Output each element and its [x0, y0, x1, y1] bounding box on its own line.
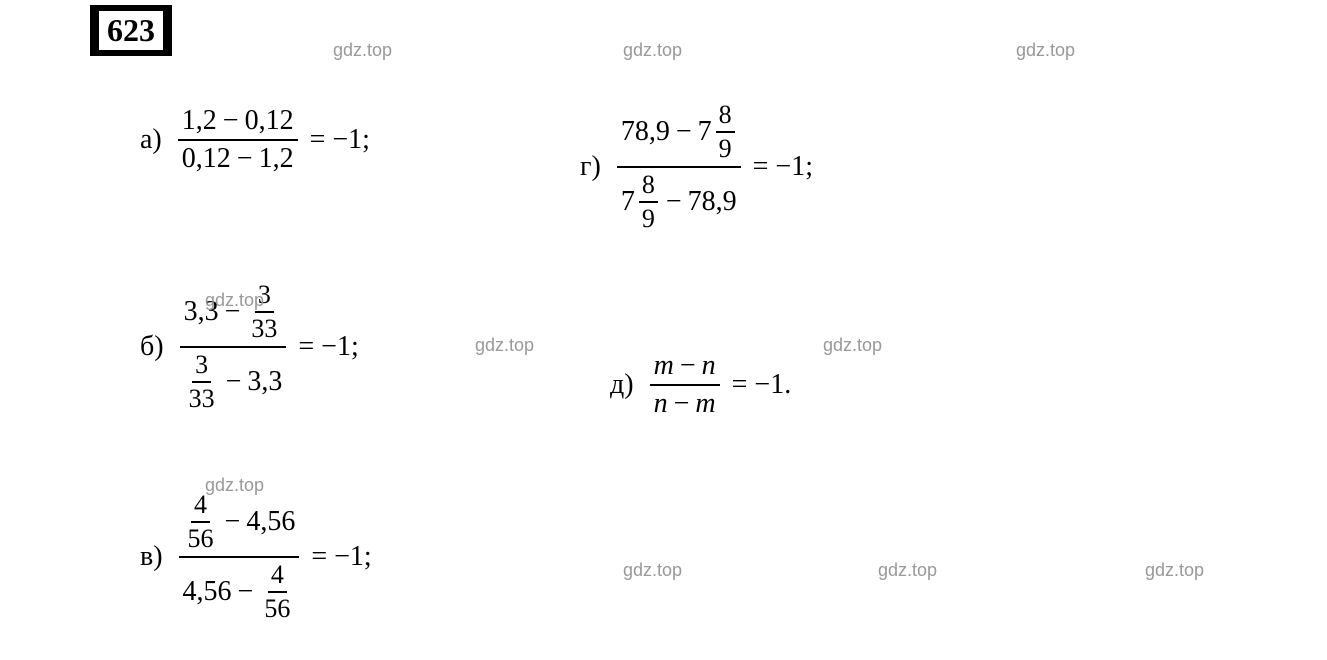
den-op-c: − — [238, 576, 254, 608]
result-a: = −1; — [310, 124, 370, 156]
numerator-g: 78,9 − 7 8 9 — [617, 100, 741, 168]
problem-number-box: 623 — [90, 5, 172, 56]
numerator-a: 1,2 − 0,12 — [178, 105, 298, 141]
den-left-a: 0,12 — [182, 143, 231, 175]
equation-g: г) 78,9 − 7 8 9 7 8 9 − 78,9 — [580, 100, 813, 234]
den-mixed-w-g: 7 — [621, 186, 635, 218]
watermark: gdz.top — [475, 335, 534, 356]
denominator-b: 3 33 − 3,3 — [180, 348, 287, 414]
equation-d: д) m − n n − m = −1. — [610, 350, 791, 420]
num-right-d: n — [702, 350, 716, 382]
watermark: gdz.top — [333, 40, 392, 61]
label-a: а) — [140, 124, 162, 156]
den-left-d: n — [654, 388, 668, 420]
den-frac-c: 4 56 — [261, 560, 293, 624]
num-left-a: 1,2 — [182, 105, 217, 137]
watermark: gdz.top — [878, 560, 937, 581]
watermark: gdz.top — [1016, 40, 1075, 61]
den-op-a: − — [237, 143, 253, 175]
den-mixed-d-g: 9 — [639, 203, 658, 234]
num-right-c: 4,56 — [246, 506, 295, 538]
numerator-d: m − n — [650, 350, 720, 386]
den-left-c: 4,56 — [183, 576, 232, 608]
num-left-d: m — [654, 350, 674, 382]
equation-c: в) 4 56 − 4,56 4,56 − 4 56 = −1; — [140, 490, 372, 624]
fraction-c: 4 56 − 4,56 4,56 − 4 56 — [179, 490, 300, 624]
den-right-g: 78,9 — [688, 186, 737, 218]
den-op-g: − — [666, 186, 682, 218]
den-mixed-g: 7 8 9 — [621, 170, 660, 234]
denominator-a: 0,12 − 1,2 — [178, 141, 298, 175]
label-g: г) — [580, 151, 601, 183]
denominator-c: 4,56 − 4 56 — [179, 558, 300, 624]
watermark: gdz.top — [205, 475, 264, 496]
num-mixed-g: 7 8 9 — [698, 100, 737, 164]
num-frac-d-c: 56 — [185, 523, 217, 554]
denominator-d: n − m — [650, 386, 720, 420]
den-frac-b: 3 33 — [186, 350, 218, 414]
num-mixed-d-g: 9 — [716, 133, 735, 164]
num-frac-c: 4 56 — [185, 490, 217, 554]
watermark: gdz.top — [623, 560, 682, 581]
num-op-a: − — [223, 105, 239, 137]
watermark: gdz.top — [1145, 560, 1204, 581]
fraction-a: 1,2 − 0,12 0,12 − 1,2 — [178, 105, 298, 175]
label-b: б) — [140, 331, 164, 363]
num-left-g: 78,9 — [621, 116, 670, 148]
den-frac-n-b: 3 — [192, 350, 211, 383]
result-g: = −1; — [753, 151, 813, 183]
num-mixed-w-g: 7 — [698, 116, 712, 148]
den-op-d: − — [674, 388, 690, 420]
num-mixed-n-g: 8 — [716, 100, 735, 133]
label-d: д) — [610, 369, 634, 401]
num-op-c: − — [225, 506, 241, 538]
numerator-c: 4 56 − 4,56 — [179, 490, 300, 558]
result-b: = −1; — [298, 331, 358, 363]
denominator-g: 7 8 9 − 78,9 — [617, 168, 741, 234]
label-c: в) — [140, 541, 163, 573]
watermark: gdz.top — [205, 290, 264, 311]
equation-a: а) 1,2 − 0,12 0,12 − 1,2 = −1; — [140, 105, 370, 175]
den-op-b: − — [226, 366, 242, 398]
problem-number: 623 — [96, 8, 166, 53]
den-right-a: 1,2 — [259, 143, 294, 175]
den-frac-n-c: 4 — [268, 560, 287, 593]
den-right-b: 3,3 — [247, 366, 282, 398]
den-mixed-frac-g: 8 9 — [639, 170, 658, 234]
fraction-d: m − n n − m — [650, 350, 720, 420]
result-c: = −1; — [311, 541, 371, 573]
fraction-g: 78,9 − 7 8 9 7 8 9 − 78,9 — [617, 100, 741, 234]
result-d: = −1. — [732, 369, 792, 401]
den-mixed-n-g: 8 — [639, 170, 658, 203]
num-op-g: − — [676, 116, 692, 148]
num-mixed-frac-g: 8 9 — [716, 100, 735, 164]
num-op-d: − — [680, 350, 696, 382]
watermark: gdz.top — [623, 40, 682, 61]
den-frac-d-b: 33 — [186, 383, 218, 414]
den-right-d: m — [695, 388, 715, 420]
num-right-a: 0,12 — [245, 105, 294, 137]
den-frac-d-c: 56 — [261, 593, 293, 624]
watermark: gdz.top — [823, 335, 882, 356]
num-frac-d-b: 33 — [248, 313, 280, 344]
